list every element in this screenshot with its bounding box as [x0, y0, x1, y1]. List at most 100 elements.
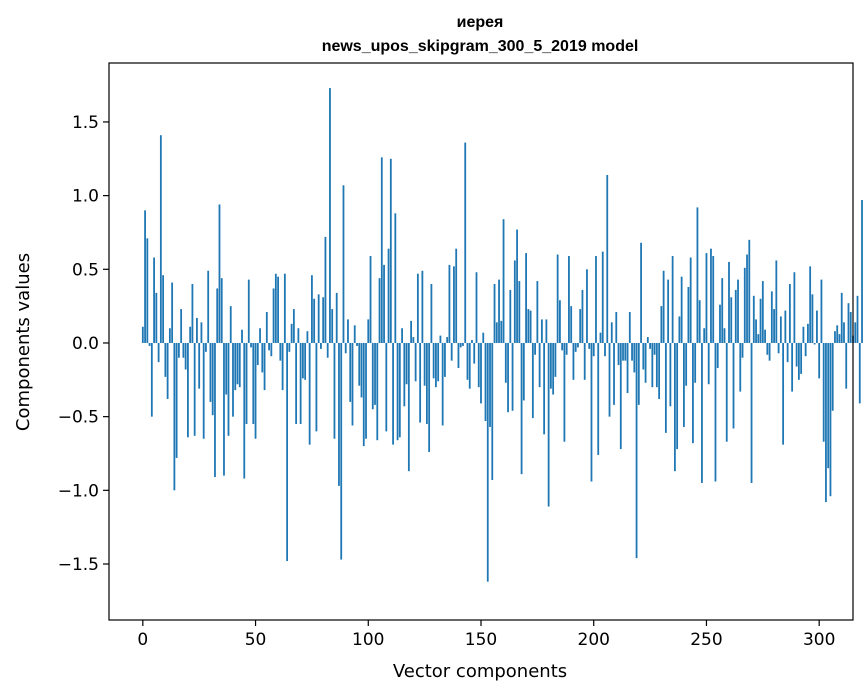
- bar-130: [435, 342, 437, 388]
- bar-195: [581, 289, 584, 343]
- bar-299: [816, 310, 818, 343]
- bar-204: [601, 251, 604, 343]
- bar-62: [281, 342, 284, 391]
- bar-318: [858, 342, 861, 404]
- bar-282: [777, 342, 780, 354]
- bar-212: [619, 342, 622, 450]
- bar-150: [480, 342, 482, 404]
- bar-42: [236, 342, 239, 385]
- y-tick-label: −1.0: [58, 481, 99, 501]
- bar-87: [338, 342, 340, 486]
- bar-107: [383, 264, 385, 343]
- bar-189: [568, 256, 570, 343]
- bar-96: [358, 342, 361, 386]
- bar-319: [861, 200, 863, 343]
- bar-2: [146, 238, 149, 343]
- bar-29: [207, 270, 210, 343]
- bar-68: [295, 342, 298, 425]
- bar-200: [592, 342, 595, 357]
- bar-313: [847, 303, 850, 343]
- bar-288: [791, 342, 794, 392]
- bar-199: [590, 342, 593, 482]
- bar-40: [232, 342, 234, 417]
- bar-218: [633, 342, 636, 373]
- bar-46: [245, 342, 248, 425]
- bar-194: [579, 309, 582, 343]
- bar-64: [286, 342, 289, 562]
- bar-131: [437, 342, 440, 382]
- bar-297: [811, 294, 814, 343]
- bar-61: [279, 342, 282, 361]
- bar-250: [705, 253, 708, 343]
- bar-series: [141, 88, 863, 582]
- bar-223: [644, 342, 647, 383]
- bar-286: [786, 342, 789, 363]
- bar-144: [466, 342, 469, 380]
- bar-166: [516, 229, 518, 343]
- bar-225: [649, 342, 651, 349]
- bar-188: [565, 342, 568, 355]
- bar-273: [757, 334, 760, 343]
- bar-147: [473, 342, 476, 364]
- bar-211: [617, 342, 620, 366]
- bar-213: [622, 342, 624, 361]
- bar-143: [464, 142, 467, 343]
- bar-164: [511, 342, 514, 411]
- bar-232: [664, 342, 667, 433]
- bar-116: [403, 342, 406, 407]
- bar-113: [396, 342, 399, 441]
- bar-220: [637, 342, 640, 405]
- bar-230: [660, 306, 663, 343]
- bar-159: [500, 320, 503, 343]
- bar-86: [335, 292, 338, 343]
- bar-258: [723, 328, 726, 343]
- x-tick-label: 100: [352, 630, 384, 650]
- bar-197: [586, 269, 588, 343]
- bar-208: [610, 322, 613, 343]
- bar-70: [299, 342, 302, 425]
- bar-35: [220, 278, 223, 343]
- bar-269: [748, 239, 751, 343]
- bar-105: [378, 278, 381, 343]
- bar-0: [141, 326, 144, 343]
- bar-301: [820, 279, 823, 343]
- bar-21: [189, 326, 192, 343]
- bar-171: [527, 309, 530, 343]
- bar-153: [486, 342, 489, 582]
- bar-108: [385, 342, 388, 432]
- x-tick-label: 200: [578, 630, 610, 650]
- bar-81: [324, 236, 327, 343]
- bar-15: [175, 342, 178, 458]
- bar-303: [825, 342, 827, 503]
- bar-36: [223, 342, 225, 476]
- bar-120: [412, 337, 415, 343]
- bar-163: [509, 289, 512, 343]
- bar-103: [374, 342, 376, 405]
- bar-112: [394, 213, 397, 343]
- bar-179: [545, 319, 548, 343]
- bar-222: [642, 342, 645, 370]
- bar-279: [770, 291, 773, 343]
- bar-203: [599, 332, 602, 343]
- bar-305: [829, 342, 832, 497]
- bar-9: [162, 275, 165, 343]
- bar-137: [450, 342, 453, 361]
- bar-283: [779, 316, 782, 343]
- bar-54: [263, 342, 266, 391]
- bar-310: [840, 292, 843, 343]
- bar-12: [168, 328, 171, 343]
- bar-251: [707, 342, 710, 385]
- bar-173: [531, 342, 534, 419]
- bar-28: [205, 342, 207, 352]
- bar-106: [380, 157, 383, 343]
- bar-239: [680, 276, 683, 343]
- bar-259: [725, 342, 728, 442]
- bar-277: [766, 342, 769, 355]
- bar-1: [144, 210, 146, 343]
- bar-205: [604, 342, 606, 357]
- bar-44: [241, 329, 243, 343]
- bar-27: [202, 342, 205, 439]
- bar-180: [547, 342, 550, 507]
- bar-34: [218, 204, 221, 343]
- bar-248: [701, 342, 703, 483]
